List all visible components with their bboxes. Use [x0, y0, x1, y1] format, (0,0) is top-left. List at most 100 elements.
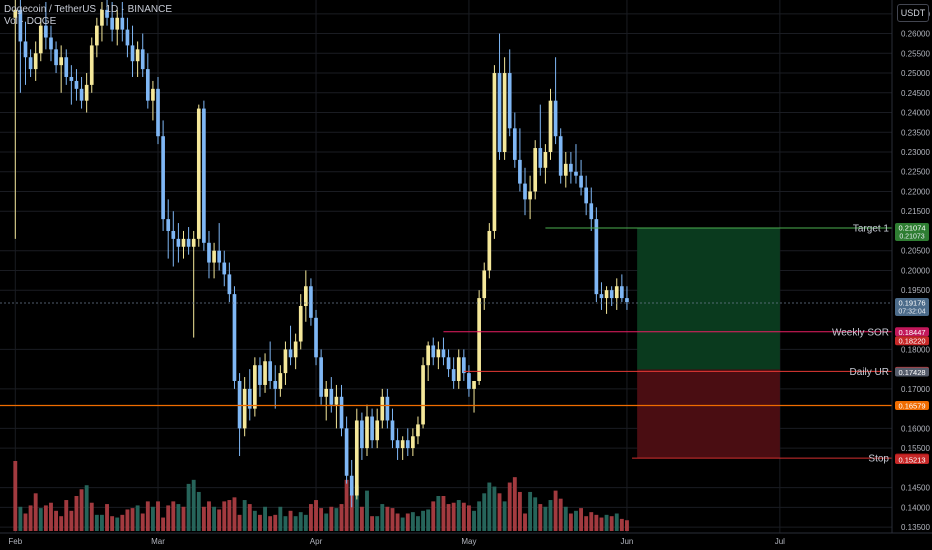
- time-tick-label: Apr: [310, 537, 323, 546]
- volume-bar: [339, 504, 344, 531]
- candle-body: [431, 345, 436, 358]
- volume-legend: Vol · DOGE: [4, 16, 57, 27]
- volume-bar: [171, 501, 176, 531]
- price-tag-value: 0.15213: [898, 455, 925, 464]
- time-tick-label: Feb: [8, 537, 22, 546]
- time-axis-bg: [0, 533, 932, 550]
- volume-bar: [543, 506, 548, 531]
- volume-bar: [456, 500, 461, 531]
- volume-bar: [49, 502, 53, 531]
- volume-bar: [319, 508, 324, 531]
- volume-bar: [303, 514, 308, 531]
- volume-bar: [191, 479, 196, 531]
- interval: 1D: [105, 4, 119, 15]
- price-tick-label: 0.17000: [901, 385, 930, 394]
- volume-bar: [237, 514, 242, 531]
- candle-body: [375, 420, 380, 441]
- price-tag-value: 0.19176: [898, 298, 925, 307]
- volume-bar: [599, 517, 604, 531]
- price-tag-value: 0.21074: [898, 224, 925, 233]
- candle-body: [354, 420, 359, 496]
- volume-bar: [222, 501, 227, 531]
- candle-body: [288, 349, 293, 358]
- volume-bar: [359, 506, 364, 531]
- volume-bar: [584, 516, 589, 531]
- volume-bar: [410, 512, 415, 531]
- candle-body: [145, 69, 150, 101]
- volume-bar: [400, 517, 405, 531]
- volume-bar: [395, 513, 400, 531]
- candle-body: [237, 380, 242, 429]
- candle-body: [604, 290, 609, 299]
- candle-body: [538, 148, 543, 168]
- candle-body: [569, 163, 573, 172]
- candle-body: [411, 436, 415, 449]
- candle-body: [533, 148, 538, 192]
- candle-body: [130, 45, 135, 62]
- candle-body: [217, 250, 222, 263]
- volume-bar: [156, 501, 160, 531]
- volume-bar: [426, 509, 431, 531]
- candle-body: [507, 73, 512, 129]
- candle-body: [247, 388, 252, 409]
- candle-body: [319, 357, 323, 397]
- volume-bar: [74, 496, 79, 531]
- candle-body: [151, 88, 155, 101]
- candle-body: [472, 380, 476, 389]
- volume-bar: [140, 513, 145, 531]
- volume-bar: [558, 498, 563, 531]
- candle-body: [614, 286, 619, 299]
- candles: [13, 0, 629, 508]
- volume-bar: [487, 482, 492, 531]
- volume-bar: [553, 490, 558, 531]
- candle-body: [584, 187, 589, 204]
- candle-body: [543, 152, 548, 168]
- volume-bar: [467, 505, 471, 531]
- volume-bar: [23, 513, 28, 531]
- candle-body: [176, 238, 181, 247]
- price-tick-label: 0.24500: [901, 89, 930, 98]
- volume-bar: [528, 491, 533, 531]
- volume-bar: [150, 506, 155, 531]
- candle-body: [191, 238, 196, 247]
- volume-bar: [13, 461, 18, 531]
- volume-bar: [538, 504, 543, 531]
- candle-body: [487, 230, 492, 271]
- candle-body: [589, 203, 594, 220]
- volume-bar: [507, 482, 512, 531]
- volume-bar: [79, 489, 84, 531]
- volume-bar: [263, 506, 267, 531]
- candle-body: [89, 45, 94, 85]
- candle-body: [436, 349, 441, 358]
- volume-bar: [278, 506, 283, 531]
- candle-body: [620, 286, 624, 299]
- candle-body: [227, 274, 232, 295]
- volume-bar: [298, 512, 303, 531]
- level-label: Weekly SOR: [832, 327, 889, 338]
- currency-button[interactable]: USDT: [897, 4, 929, 22]
- volume-bar: [258, 514, 262, 531]
- volume-bar: [619, 518, 624, 531]
- volume-bar: [227, 500, 232, 531]
- volume-bar: [517, 491, 522, 531]
- candle-body: [263, 361, 267, 385]
- candle-body: [492, 73, 497, 231]
- volume-bar: [604, 514, 609, 531]
- candle-body: [105, 9, 109, 18]
- candle-body: [298, 305, 303, 342]
- volume-bar: [324, 513, 329, 531]
- volume-bar: [33, 493, 38, 531]
- volume-bar: [135, 505, 140, 531]
- volume-bar: [18, 506, 23, 531]
- price-tick-label: 0.18000: [901, 345, 930, 354]
- price-tick-label: 0.14500: [901, 484, 930, 493]
- candle-body: [278, 373, 283, 389]
- candle-body: [579, 175, 583, 188]
- candle-body: [100, 9, 104, 26]
- candle-body: [421, 365, 425, 425]
- volume-bar: [502, 501, 507, 531]
- candle-body: [599, 294, 604, 299]
- volume-bar: [451, 502, 456, 531]
- candle-body: [120, 17, 125, 30]
